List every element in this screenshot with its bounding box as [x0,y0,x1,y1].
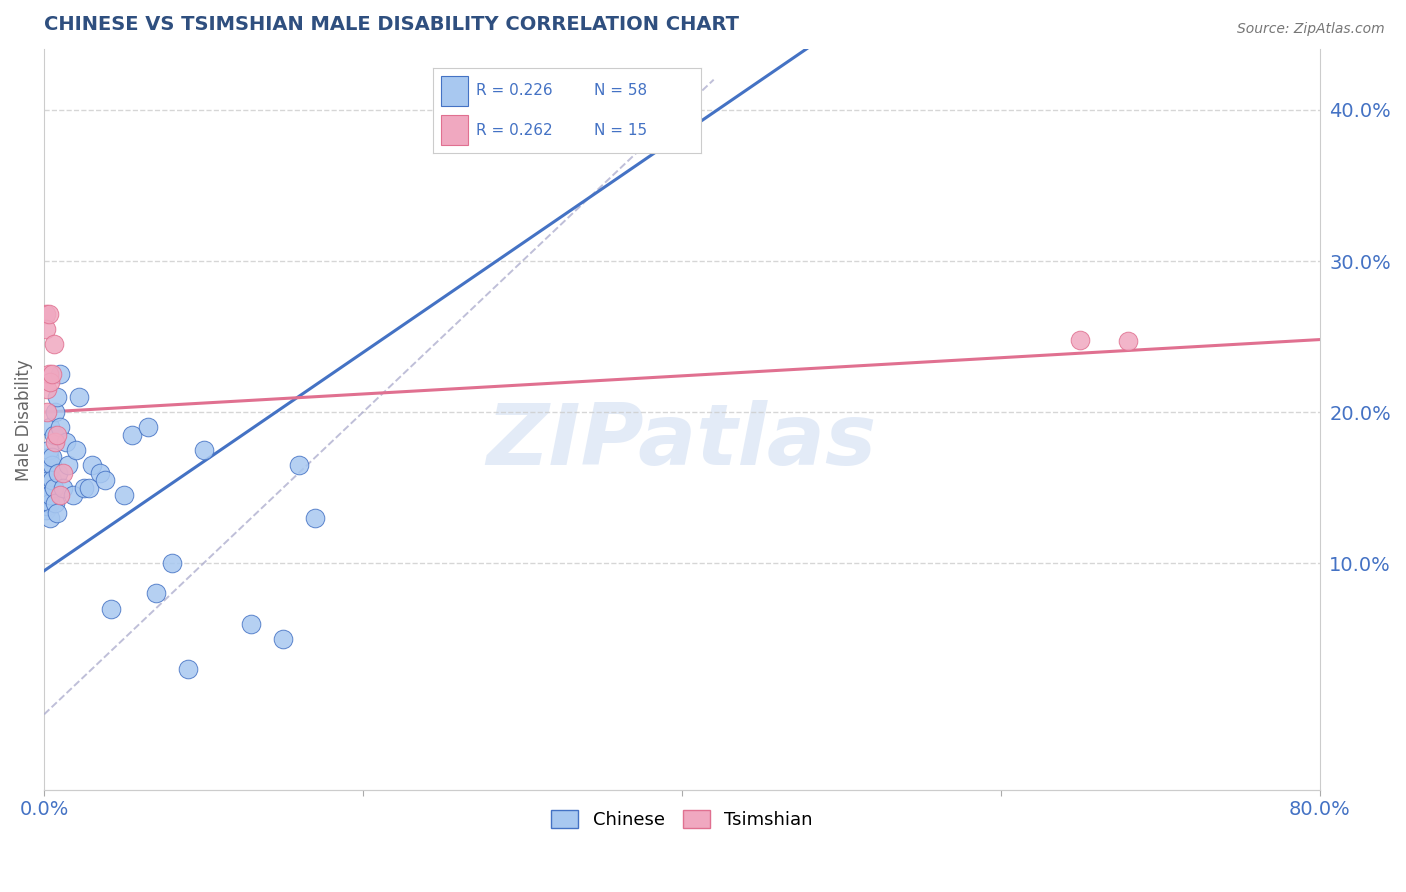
Point [38,368,60,382]
Y-axis label: Male Disability: Male Disability [15,359,32,481]
Point [49,420,72,434]
Point [35,496,58,510]
Point [35,458,58,472]
Point [35,481,58,495]
Point [39,420,62,434]
Point [39,496,62,510]
Point [38,307,60,321]
Point [37,477,59,491]
Point [136,420,159,434]
Point [37,462,59,476]
Point [42,337,65,351]
Point [73,481,96,495]
Point [42,427,65,442]
Point [48,466,70,480]
Point [41,473,63,487]
Point [35,473,58,487]
Point [271,632,294,646]
Point [35,307,58,321]
Point [160,556,183,570]
Point [39,488,62,502]
Point [38,442,60,457]
Point [44,405,66,419]
Point [38,466,60,480]
Point [44,435,66,450]
Point [80,458,103,472]
Point [52,466,75,480]
Point [39,511,62,525]
Point [176,662,198,676]
Point [41,368,63,382]
Point [41,450,63,465]
Point [49,488,72,502]
Point [56,458,79,472]
Point [93,473,115,487]
Point [38,473,60,487]
Point [145,586,167,600]
Point [1116,334,1139,348]
Point [240,616,263,631]
Point [67,390,90,404]
Point [37,405,59,419]
Point [35,503,58,517]
Point [65,442,87,457]
Point [39,375,62,389]
Point [35,473,58,487]
Point [52,481,75,495]
Point [55,435,77,450]
Text: ZIPatlas: ZIPatlas [486,401,877,483]
Point [37,473,59,487]
Point [1069,333,1091,347]
Point [100,601,122,615]
Point [42,481,65,495]
Point [38,488,60,502]
Point [41,458,63,472]
Point [193,442,215,457]
Point [44,496,66,510]
Point [89,466,111,480]
Point [35,466,58,480]
Text: CHINESE VS TSIMSHIAN MALE DISABILITY CORRELATION CHART: CHINESE VS TSIMSHIAN MALE DISABILITY COR… [44,15,740,34]
Point [77,481,100,495]
Point [288,458,311,472]
Point [37,466,59,480]
Point [49,368,72,382]
Point [62,488,84,502]
Point [35,488,58,502]
Point [37,499,59,513]
Text: Source: ZipAtlas.com: Source: ZipAtlas.com [1237,22,1385,37]
Point [37,383,59,397]
Legend: Chinese, Tsimshian: Chinese, Tsimshian [544,803,820,837]
Point [112,488,135,502]
Point [45,390,67,404]
Point [35,322,58,336]
Point [37,488,59,502]
Point [304,511,326,525]
Point [45,507,67,521]
Point [45,427,67,442]
Point [121,427,143,442]
Point [38,450,60,465]
